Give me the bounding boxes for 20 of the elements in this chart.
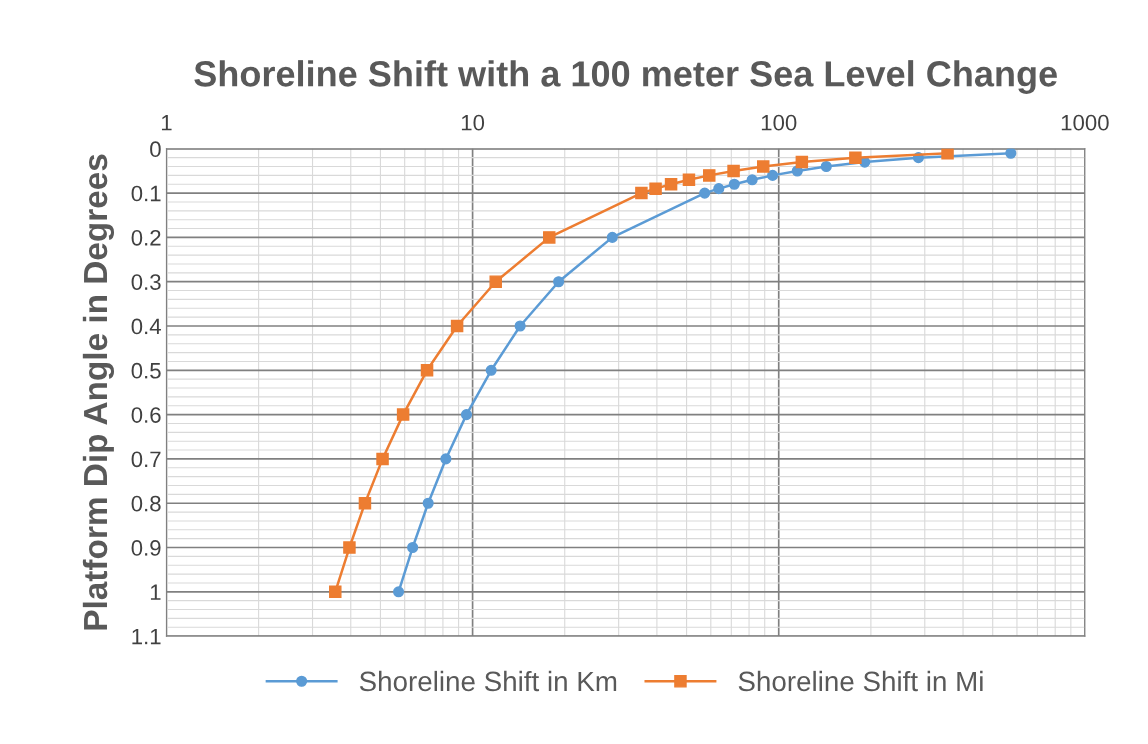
legend-label: Shoreline Shift in Km (359, 670, 617, 692)
y-tick-label: 0 (150, 141, 161, 158)
x-tick-label: 1000 (1061, 114, 1109, 131)
y-tick-label: 0.8 (131, 495, 161, 512)
x-tick-label: 100 (761, 114, 797, 131)
y-tick-label: 0.6 (131, 407, 161, 423)
y-tick-label: 0.1 (131, 185, 161, 202)
x-tick-label: 10 (461, 114, 485, 131)
y-tick-label: 0.9 (131, 540, 161, 556)
y-tick-label: 1.1 (132, 628, 161, 645)
x-tick-label: 1 (161, 115, 172, 131)
y-tick-label: 0.4 (131, 318, 161, 335)
y-tick-label: 0.3 (131, 274, 161, 290)
legend-label: Shoreline Shift in Mi (738, 670, 983, 692)
chart-title: Shoreline Shift with a 100 meter Sea Level Change (194, 60, 1057, 94)
y-tick-label: 0.5 (131, 362, 161, 379)
y-axis-title: Platform Dip Angle in Degrees (82, 154, 115, 630)
y-tick-label: 0.7 (131, 451, 161, 468)
y-tick-label: 1 (150, 584, 161, 600)
y-tick-label: 0.2 (131, 229, 161, 246)
